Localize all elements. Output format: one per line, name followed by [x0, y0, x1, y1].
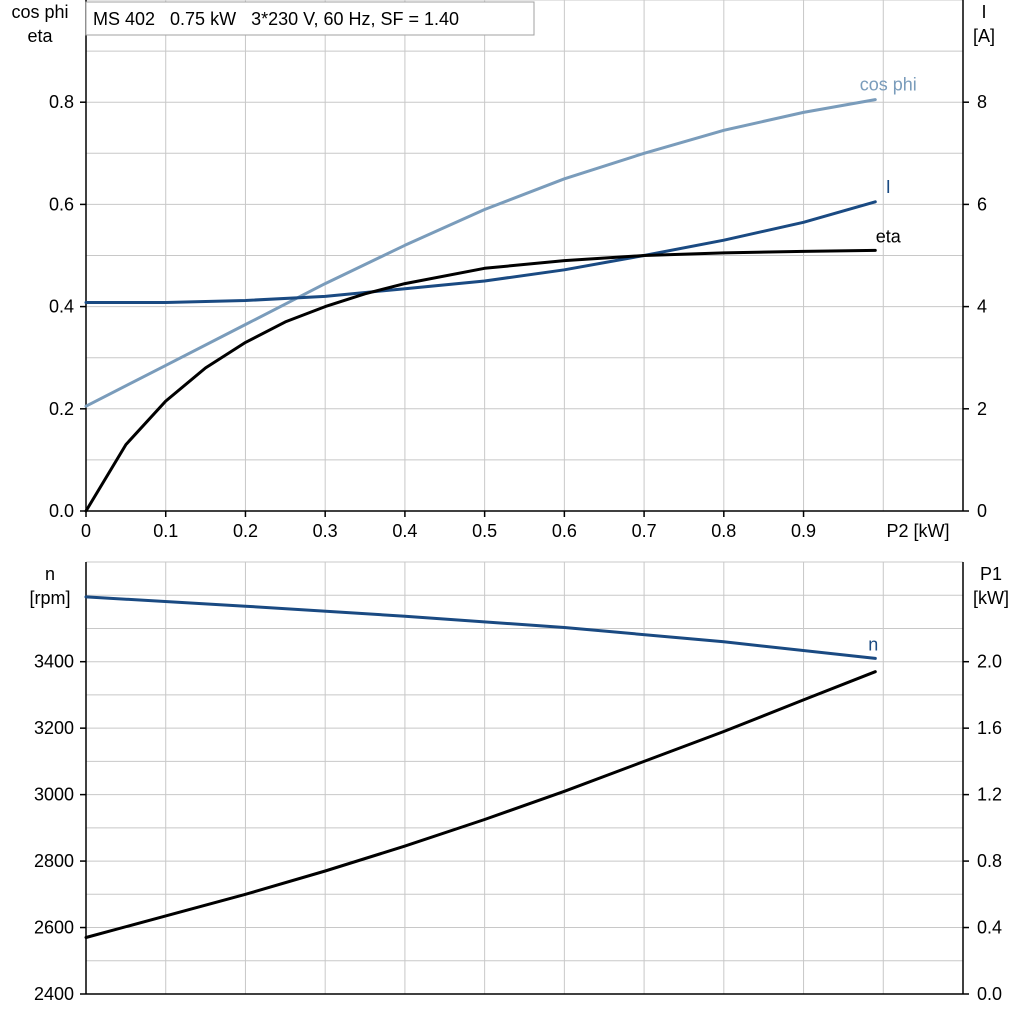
left-tick-label: 3400 [34, 652, 74, 672]
left-axis-label: cos phi [11, 2, 68, 22]
series-label-cos-phi: cos phi [860, 75, 917, 95]
left-tick-label: 3200 [34, 718, 74, 738]
left-tick-label: 0.2 [49, 399, 74, 419]
right-tick-label: 0.4 [977, 918, 1002, 938]
left-axis-label: n [45, 564, 55, 584]
right-tick-label: 8 [977, 92, 987, 112]
series-line-cos-phi [84, 98, 877, 408]
right-axis-label: [kW] [973, 588, 1009, 608]
x-tick-label: 0.3 [313, 521, 338, 541]
x-tick-label: 0.7 [632, 521, 657, 541]
right-tick-label: 0 [977, 501, 987, 521]
chart-title: MS 402 0.75 kW 3*230 V, 60 Hz, SF = 1.40 [93, 9, 459, 29]
x-tick-label: 0.4 [392, 521, 417, 541]
bottom-chart-panel: 2400 2600 2800 3000 3200 3400 0.0 0.4 0.8 1.2 1.6 2… [29, 561, 1009, 1004]
series-line-n [84, 595, 877, 660]
left-tick-label: 2800 [34, 851, 74, 871]
chart-title-box: MS 402 0.75 kW 3*230 V, 60 Hz, SF = 1.40 [85, 1, 535, 36]
right-tick-label: 4 [977, 297, 987, 317]
left-tick-label: 3000 [34, 785, 74, 805]
x-tick-label: 0.6 [552, 521, 577, 541]
series-label-i: I [886, 177, 891, 197]
x-axis-label: P2 [kW] [886, 521, 949, 541]
left-axis-label: eta [27, 26, 53, 46]
series-line-eta [84, 248, 877, 513]
left-axis-label: [rpm] [29, 588, 70, 608]
series-line-right-axis [84, 670, 877, 939]
series-line-i [84, 200, 877, 304]
x-tick-label: 0 [81, 521, 91, 541]
x-tick-label: 0.8 [711, 521, 736, 541]
x-tick-label: 0.5 [472, 521, 497, 541]
x-tick-label: 0.2 [233, 521, 258, 541]
left-tick-label: 2400 [34, 984, 74, 1004]
right-axis-label: I [981, 2, 986, 22]
left-tick-label: 0.4 [49, 297, 74, 317]
right-tick-label: 6 [977, 194, 987, 214]
x-tick-label: 0.9 [791, 521, 816, 541]
grid [86, 561, 963, 994]
right-tick-label: 1.6 [977, 718, 1002, 738]
right-tick-label: 2 [977, 399, 987, 419]
right-axis-label: [A] [973, 26, 995, 46]
right-tick-label: 0.0 [977, 984, 1002, 1004]
right-tick-label: 0.8 [977, 851, 1002, 871]
right-tick-label: 2.0 [977, 652, 1002, 672]
right-axis-label: P1 [980, 564, 1002, 584]
grid [86, 0, 963, 511]
top-chart-panel: 0.0 0.2 0.4 0.6 0.8 0 2 4 6 8 0 0.1 0.2 0.3 0.4 0.5 0.6 0… [11, 0, 995, 541]
x-tick-label: 0.1 [153, 521, 178, 541]
left-tick-label: 0.0 [49, 501, 74, 521]
right-tick-label: 1.2 [977, 785, 1002, 805]
left-tick-label: 0.6 [49, 194, 74, 214]
left-tick-label: 2600 [34, 918, 74, 938]
left-tick-label: 0.8 [49, 92, 74, 112]
series-label-n: n [868, 634, 878, 654]
series-label-eta: eta [876, 226, 902, 246]
